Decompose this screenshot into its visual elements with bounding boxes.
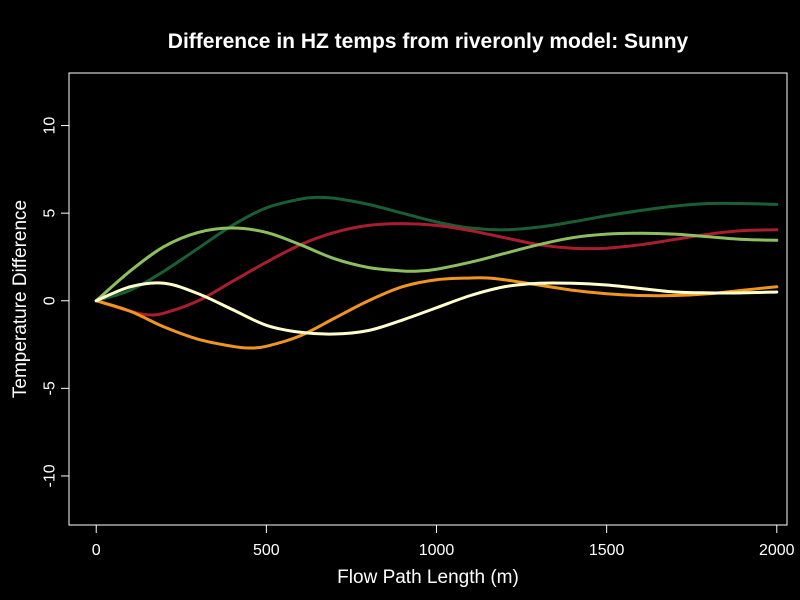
series-line-3 bbox=[94, 226, 779, 303]
x-tick-label: 1500 bbox=[589, 542, 625, 559]
y-tick-label: 0 bbox=[42, 296, 59, 305]
y-axis: -10 -5 0 5 10 bbox=[42, 117, 69, 488]
series-line-5 bbox=[94, 281, 779, 336]
chart-title: Difference in HZ temps from riveronly mo… bbox=[168, 30, 689, 53]
y-tick-label: 5 bbox=[42, 209, 59, 218]
x-tick-label: 2000 bbox=[759, 542, 795, 559]
y-tick-label: -10 bbox=[42, 464, 59, 487]
series-line-2 bbox=[94, 222, 779, 317]
x-tick-label: 1000 bbox=[419, 542, 455, 559]
x-tick-label: 0 bbox=[92, 542, 101, 559]
x-tick-label: 500 bbox=[253, 542, 280, 559]
plot-frame bbox=[68, 72, 788, 526]
y-tick-label: 10 bbox=[42, 117, 59, 135]
y-tick-label: -5 bbox=[42, 381, 59, 395]
y-axis-label: Temperature Difference bbox=[10, 200, 31, 398]
x-axis: 0 500 1000 1500 2000 bbox=[92, 525, 795, 559]
series-group bbox=[94, 195, 779, 350]
series-line-1 bbox=[94, 195, 779, 303]
x-axis-label: Flow Path Length (m) bbox=[337, 567, 519, 588]
series-line-4 bbox=[94, 276, 779, 350]
